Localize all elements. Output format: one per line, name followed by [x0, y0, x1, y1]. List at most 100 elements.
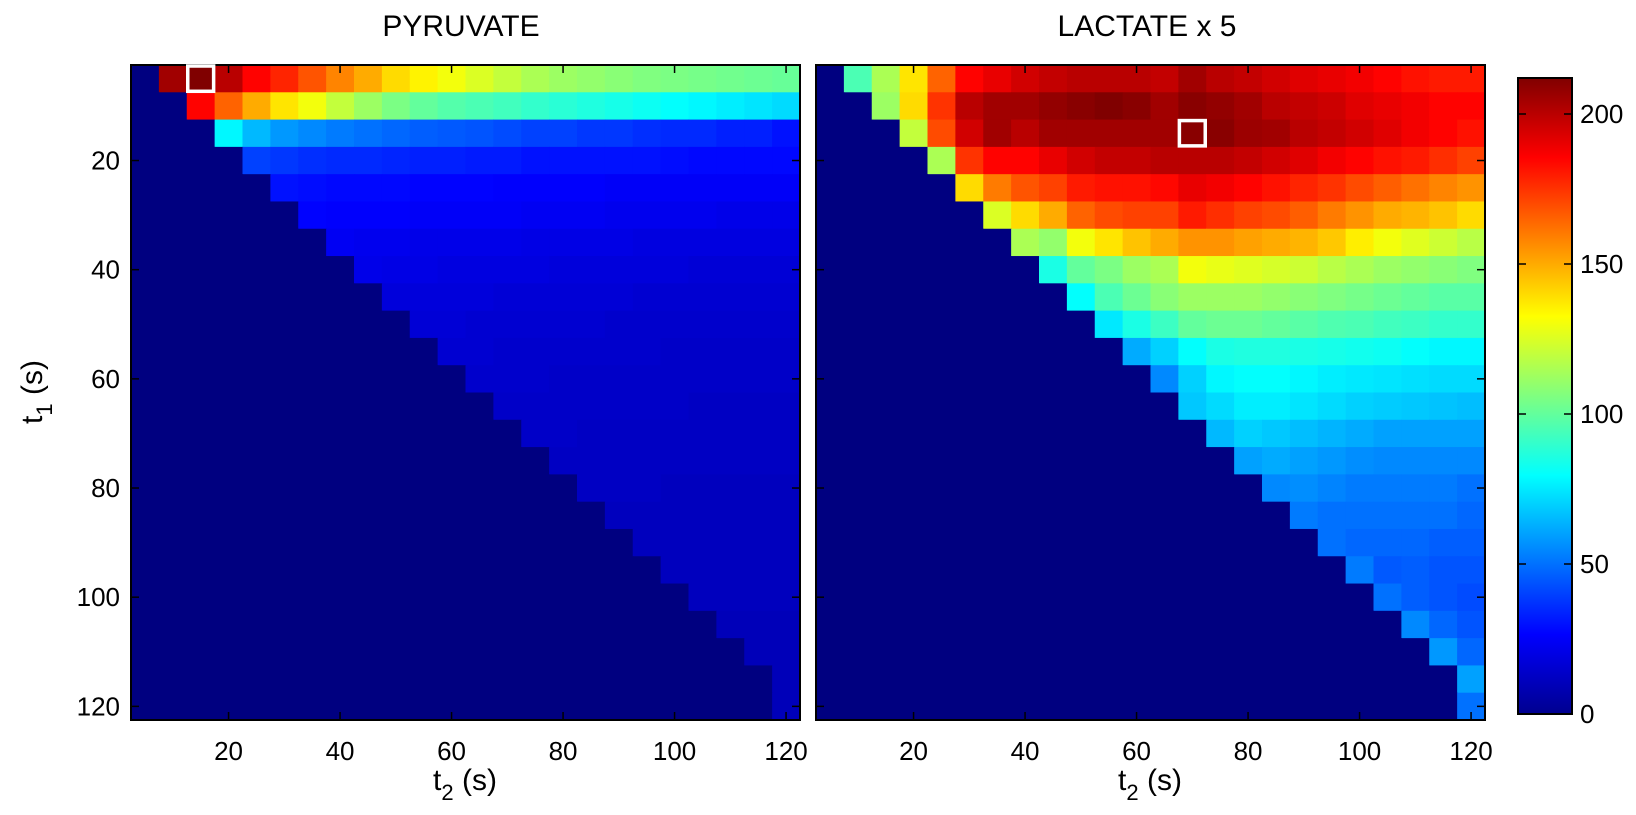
heatmap-cell	[1457, 638, 1486, 667]
heatmap-cell	[688, 256, 717, 284]
heatmap-cell	[437, 228, 467, 257]
heatmap-cell	[465, 474, 494, 503]
heatmap-cell	[437, 201, 467, 230]
heatmap-cell	[955, 92, 984, 121]
heatmap-cell	[1289, 228, 1319, 257]
heatmap-cell	[871, 419, 901, 448]
heatmap-cell	[604, 665, 634, 694]
heatmap-cell	[871, 119, 901, 148]
heatmap-cell	[1178, 528, 1207, 557]
heatmap-cell	[270, 365, 299, 394]
heatmap-cell	[242, 283, 271, 312]
heatmap-cell	[549, 146, 578, 175]
heatmap-cell	[1401, 610, 1430, 639]
heatmap-cell	[927, 556, 956, 585]
heatmap-cell	[955, 447, 984, 475]
heatmap-cell	[270, 447, 299, 475]
heatmap-cell	[1094, 419, 1124, 448]
heatmap-cell	[843, 201, 873, 230]
heatmap-cell	[1094, 228, 1124, 257]
heatmap-cell	[1066, 501, 1096, 530]
heatmap-cell	[131, 638, 160, 667]
heatmap-cell	[549, 119, 578, 148]
heatmap-cell	[1289, 638, 1319, 667]
heatmap-cell	[1178, 447, 1207, 475]
heatmap-cell	[493, 556, 522, 585]
heatmap-cell	[816, 610, 845, 639]
heatmap-cell	[242, 447, 271, 475]
heatmap-cell	[1039, 283, 1068, 312]
heatmap-cell	[1122, 583, 1152, 612]
heatmap-cell	[688, 474, 717, 503]
heatmap-cell	[899, 419, 929, 448]
heatmap-cell	[1262, 665, 1291, 694]
heatmap-cell	[298, 610, 327, 639]
heatmap-cell	[716, 447, 745, 475]
heatmap-cell	[1178, 119, 1207, 148]
heatmap-cell	[1178, 337, 1207, 366]
heatmap-cell	[1401, 501, 1430, 530]
heatmap-cell	[381, 365, 411, 394]
heatmap-cell	[1289, 528, 1319, 557]
heatmap-cell	[1234, 501, 1263, 530]
heatmap-cell	[1039, 583, 1068, 612]
heatmap-cell	[871, 474, 901, 503]
heatmap-cell	[1401, 283, 1430, 312]
heatmap-cell	[549, 392, 578, 421]
heatmap-cell	[493, 174, 522, 203]
heatmap-cell	[1429, 283, 1458, 312]
heatmap-cell	[409, 146, 439, 175]
heatmap-cell	[270, 556, 299, 585]
heatmap-cell	[1262, 92, 1291, 121]
heatmap-cell	[716, 692, 745, 721]
heatmap-cell	[843, 337, 873, 366]
heatmap-cell	[1011, 201, 1040, 230]
heatmap-cell	[1178, 419, 1207, 448]
heatmap-cell	[186, 228, 216, 257]
heatmap-cell	[1289, 65, 1319, 93]
heatmap-cell	[1457, 528, 1486, 557]
heatmap-cell	[1345, 528, 1375, 557]
heatmap-cell	[744, 337, 773, 366]
heatmap-cell	[1011, 365, 1040, 394]
heatmap-cell	[1234, 256, 1263, 284]
heatmap-cell	[816, 174, 845, 203]
heatmap-cell	[716, 501, 745, 530]
heatmap-cell	[381, 501, 411, 530]
heatmap-cell	[688, 174, 717, 203]
x-tick-labels-pyruvate: 20 40 60 80 100 120	[214, 736, 808, 766]
heatmap-cell	[298, 65, 327, 93]
heatmap-cell	[1429, 419, 1458, 448]
heatmap-cell	[298, 337, 327, 366]
y-tick-label: 100	[77, 582, 120, 612]
heatmap-cell	[381, 201, 411, 230]
heatmap-cell	[1401, 665, 1430, 694]
heatmap-cell	[354, 638, 383, 667]
heatmap-cell	[688, 337, 717, 366]
heatmap-cell	[521, 92, 550, 121]
heatmap-cell	[1401, 146, 1430, 175]
heatmap-cell	[716, 283, 745, 312]
heatmap-cell	[1150, 692, 1179, 721]
heatmap-cell	[688, 228, 717, 257]
heatmap-cell	[660, 419, 690, 448]
heatmap-cell	[186, 174, 216, 203]
heatmap-cell	[660, 92, 690, 121]
heatmap-cell	[955, 365, 984, 394]
heatmap-cell	[354, 528, 383, 557]
heatmap-cell	[1234, 610, 1263, 639]
heatmap-cell	[1094, 392, 1124, 421]
heatmap-cell	[1066, 447, 1096, 475]
ylabel-pyruvate: t1 (s)	[16, 360, 57, 424]
heatmap-cell	[1178, 556, 1207, 585]
heatmap-cell	[465, 228, 494, 257]
heatmap-cell	[1206, 256, 1235, 284]
heatmap-cell	[1206, 419, 1235, 448]
heatmap-cell	[1039, 610, 1068, 639]
heatmap-cell	[1011, 310, 1040, 339]
heatmap-cell	[1122, 419, 1152, 448]
colorbar-tick-label: 200	[1580, 99, 1623, 129]
heatmap-cell	[632, 365, 662, 394]
heatmap-cell	[1150, 528, 1179, 557]
heatmap-cell	[1289, 556, 1319, 585]
